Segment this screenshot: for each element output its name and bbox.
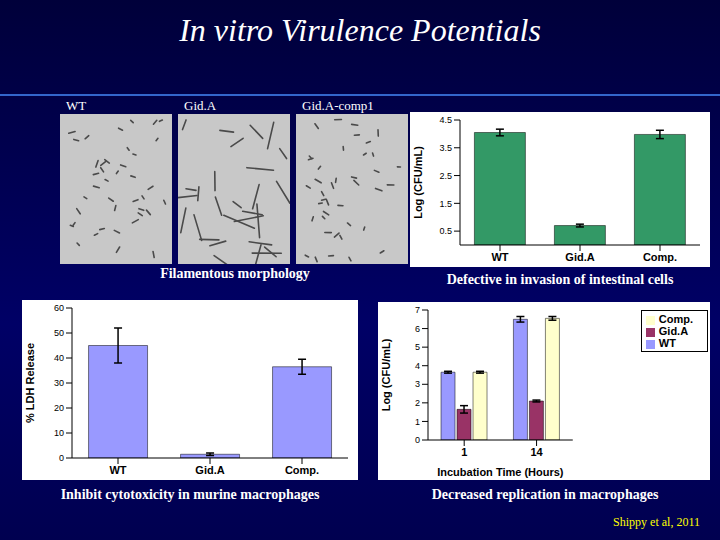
svg-text:4.5: 4.5 xyxy=(439,115,452,125)
svg-text:20: 20 xyxy=(54,403,64,413)
svg-text:WT: WT xyxy=(109,464,126,476)
svg-text:2.5: 2.5 xyxy=(439,171,452,181)
svg-text:3.5: 3.5 xyxy=(439,143,452,153)
html-text:Decreased replication in macro: Decreased replication in macrophages xyxy=(431,487,659,502)
svg-text:% LDH Release: % LDH Release xyxy=(24,343,36,423)
html-text:WT: WT xyxy=(66,98,87,113)
svg-text:WT: WT xyxy=(491,251,508,263)
svg-text:1: 1 xyxy=(415,417,420,427)
svg-text:7: 7 xyxy=(415,305,420,315)
svg-text:Gid.A: Gid.A xyxy=(565,251,594,263)
html-text:Comp.: Comp. xyxy=(658,313,693,325)
html-text:WT: WT xyxy=(658,337,676,349)
html-text:Gid.A: Gid.A xyxy=(658,325,689,337)
svg-text:14: 14 xyxy=(530,446,543,458)
svg-text:5: 5 xyxy=(415,342,420,352)
svg-text:Comp.: Comp. xyxy=(643,251,677,263)
html-text:Filamentous morphology: Filamentous morphology xyxy=(160,266,310,281)
svg-text:Gid.A: Gid.A xyxy=(195,464,224,476)
svg-text:6: 6 xyxy=(415,324,420,334)
svg-text:Log (CFU/mL): Log (CFU/mL) xyxy=(412,146,424,219)
svg-text:4: 4 xyxy=(415,361,420,371)
svg-text:2: 2 xyxy=(415,398,420,408)
svg-text:1.5: 1.5 xyxy=(439,199,452,209)
html-text:Gid.A-comp1: Gid.A-comp1 xyxy=(302,98,374,113)
svg-text:10: 10 xyxy=(54,428,64,438)
html-text:Shippy et al, 2011: Shippy et al, 2011 xyxy=(613,515,700,529)
html-text:Gid.A: Gid.A xyxy=(184,98,217,113)
svg-text:3: 3 xyxy=(415,379,420,389)
svg-text:Incubation Time (Hours): Incubation Time (Hours) xyxy=(437,466,564,478)
svg-text:40: 40 xyxy=(54,353,64,363)
svg-text:30: 30 xyxy=(54,378,64,388)
svg-text:1: 1 xyxy=(461,446,467,458)
html-text:In vitro Virulence Potentials: In vitro Virulence Potentials xyxy=(179,12,541,48)
html-text:Defective in invasion of intes: Defective in invasion of intestinal cell… xyxy=(446,272,674,287)
svg-text:0.5: 0.5 xyxy=(439,226,452,236)
svg-text:Comp.: Comp. xyxy=(285,464,319,476)
svg-text:0: 0 xyxy=(415,435,420,445)
svg-text:0: 0 xyxy=(59,453,64,463)
svg-text:60: 60 xyxy=(54,303,64,313)
html-text:Inhibit cytotoxicity in murine: Inhibit cytotoxicity in murine macrophag… xyxy=(60,487,320,502)
svg-text:Log (CFU/mL): Log (CFU/mL) xyxy=(380,338,392,411)
svg-text:50: 50 xyxy=(54,328,64,338)
